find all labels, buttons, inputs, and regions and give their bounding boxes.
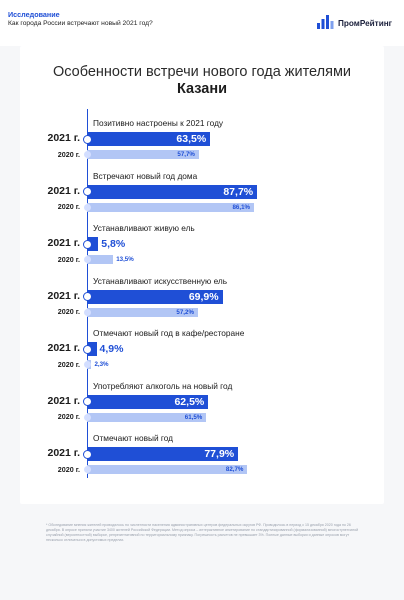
value-label-2020: 57,2% [176, 308, 194, 316]
header-bar: Исследование Как города России встречают… [0, 0, 404, 46]
bar-2021 [87, 184, 258, 199]
bar-2021 [87, 394, 209, 409]
value-label-2021: 63,5% [176, 133, 207, 145]
bar-2020 [87, 465, 248, 474]
dot-marker-2021 [83, 134, 92, 144]
value-label-2021: 5,8% [101, 238, 126, 250]
year-label-2020: 2020 г. [57, 307, 80, 316]
dot-marker-2020 [84, 308, 91, 316]
value-label-2021: 4,9% [99, 343, 124, 355]
page-subtitle: Как города России встречают новый 2021 г… [8, 20, 153, 27]
dot-marker-2020 [84, 413, 91, 421]
value-label-2021: 62,5% [174, 395, 205, 408]
value-label-2020: 2,3% [94, 361, 109, 369]
category-label: Встречают новый год дома [93, 170, 198, 181]
category-label: Устанавливают живую ель [93, 223, 195, 233]
year-label-2020: 2020 г. [57, 359, 80, 369]
footnote: * Обследование мнения жителей проводилос… [46, 523, 359, 543]
logo-icon [317, 15, 334, 29]
year-label-2020: 2020 г. [57, 202, 80, 211]
dot-marker-2021 [83, 449, 92, 459]
value-label-2020: 13,5% [116, 256, 134, 264]
dot-marker-2020 [84, 151, 91, 158]
year-label-2021: 2021 г. [47, 132, 80, 144]
bar-2020 [87, 255, 114, 264]
dot-marker-2021 [83, 344, 92, 354]
bar-2021 [87, 132, 211, 146]
year-label-2021: 2021 г. [47, 289, 80, 302]
value-label-2021: 69,9% [188, 290, 219, 303]
bar-2021 [87, 237, 99, 251]
bar-2020 [87, 202, 255, 212]
category-label: Отмечают новый год в кафе/ресторане [93, 328, 245, 338]
category-label: Устанавливают искусственную ель [93, 275, 228, 286]
dot-marker-2021 [83, 239, 92, 249]
dot-marker-2020 [84, 466, 91, 473]
year-label-2020: 2020 г. [57, 464, 80, 474]
dot-marker-2020 [84, 361, 91, 368]
chart-title-line2: Казани [176, 81, 228, 97]
category-label: Отмечают новый год [93, 433, 174, 443]
value-label-2020: 82,7% [225, 466, 244, 474]
chart-title-line1: Особенности встречи нового года жителями [52, 64, 352, 80]
value-label-2021: 77,9% [204, 448, 235, 460]
year-label-2020: 2020 г. [57, 254, 80, 264]
value-label-2020: 86,1% [232, 203, 251, 211]
year-label-2021: 2021 г. [47, 447, 80, 459]
logo[interactable]: ПромРейтинг [316, 14, 402, 36]
year-label-2020: 2020 г. [57, 149, 80, 159]
bar-2021 [87, 447, 239, 461]
bar-2021 [87, 289, 223, 304]
section-tag[interactable]: Исследование [8, 10, 60, 19]
bar-2020 [87, 412, 207, 422]
value-label-2021: 87,7% [223, 185, 254, 198]
value-label-2020: 57,7% [177, 151, 195, 159]
year-label-2021: 2021 г. [47, 394, 80, 407]
year-label-2021: 2021 г. [47, 237, 80, 249]
logo-text: ПромРейтинг [338, 19, 393, 28]
dot-marker-2020 [84, 256, 91, 263]
bar-2020 [87, 307, 198, 317]
category-label: Позитивно настроены к 2021 году [93, 118, 224, 128]
dot-marker-2020 [84, 203, 91, 211]
year-label-2021: 2021 г. [47, 342, 80, 354]
category-label: Употребляют алкоголь на новый год [93, 380, 233, 391]
bar-2020 [87, 150, 199, 159]
value-label-2020: 61,5% [184, 413, 203, 421]
dot-marker-2021 [83, 292, 92, 301]
year-label-2021: 2021 г. [47, 184, 80, 197]
dot-marker-2021 [83, 397, 92, 406]
chart-card [20, 46, 384, 504]
dot-marker-2021 [83, 187, 92, 196]
year-label-2020: 2020 г. [57, 412, 80, 421]
